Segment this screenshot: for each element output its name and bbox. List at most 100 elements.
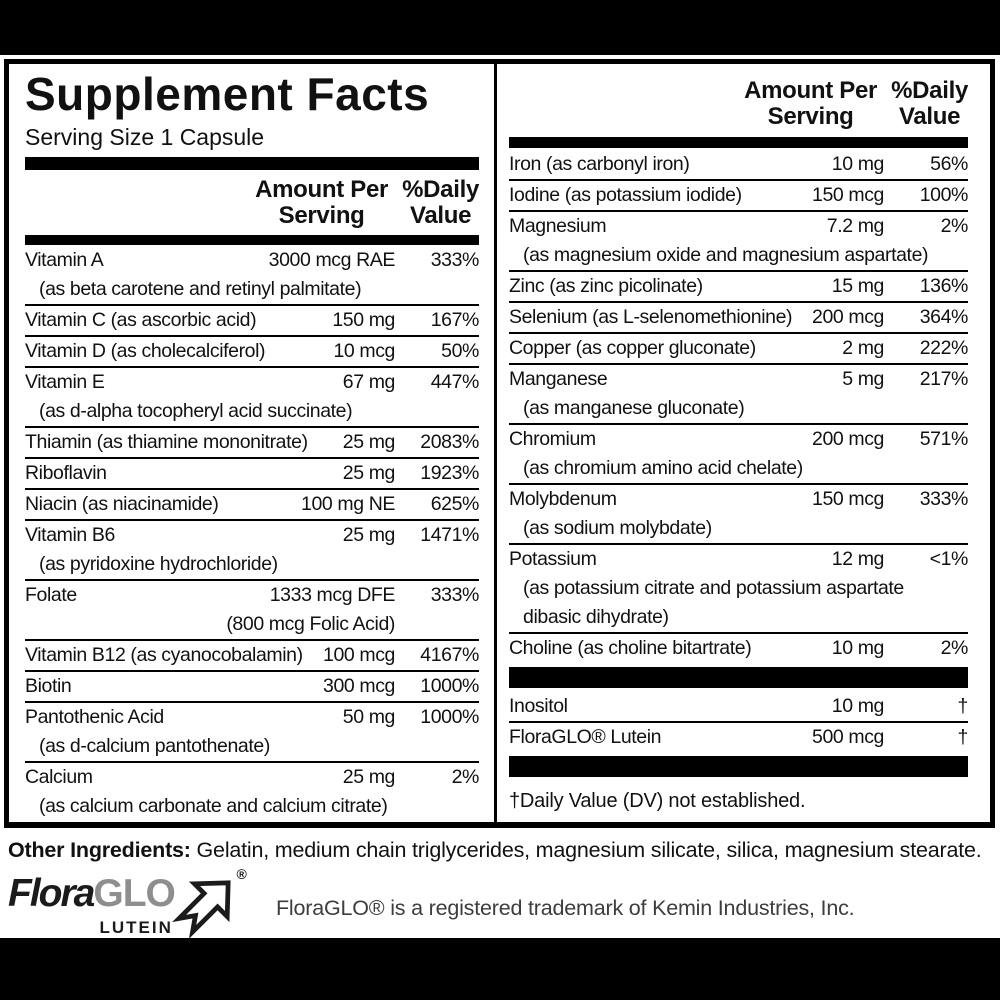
supplement-facts-panel: Supplement Facts Serving Size 1 Capsule … (4, 59, 995, 828)
nutrient-amount: 10 mcg (333, 340, 395, 362)
nutrient-amount: 200 mcg (812, 428, 884, 450)
nutrient-source-note: (as d-alpha tocopheryl acid succinate) (39, 400, 353, 422)
nutrient-row-line: Vitamin B12 (as cyanocobalamin) 100 mcg 41… (25, 641, 479, 670)
logo-glo-text: GLO (93, 872, 175, 915)
right-column: Amount Per Serving %Daily Value Iron (as… (497, 64, 982, 822)
arrow-icon-svg (171, 880, 231, 938)
nutrient-name: Manganese (509, 368, 608, 390)
nutrient-row-line: Magnesium 7.2 mg 2% (509, 212, 968, 241)
nutrient-row: Vitamin B12 (as cyanocobalamin) 100 mcg 41… (25, 639, 479, 670)
nutrient-source-note: (as calcium carbonate and calcium citrat… (39, 795, 388, 817)
nutrient-daily-value: 1923% (420, 462, 479, 484)
nutrient-amount: 15 mg (831, 275, 885, 297)
nutrient-daily-value: 571% (919, 428, 969, 450)
nutrient-row-line: Biotin 300 mcg 1000% (25, 672, 479, 701)
floraglo-logo: FloraGLO LUTEIN ® (8, 866, 249, 938)
nutrient-row-line: Vitamin A 3000 mcg RAE 333% (25, 246, 479, 275)
nutrient-row-line: Inositol 10 mg † (509, 692, 968, 721)
nutrient-source-note: (as potassium citrate and potassium aspa… (523, 577, 904, 599)
column-headers: Amount Per Serving %Daily Value (25, 173, 479, 234)
divider-bar (25, 235, 479, 245)
nutrient-source-note: (as sodium molybdate) (523, 517, 712, 539)
serving-size-text: Serving Size 1 Capsule (25, 124, 265, 150)
nutrient-daily-value: 2% (940, 215, 969, 237)
nutrient-row-line: Molybdenum 150 mcg 333% (509, 485, 968, 514)
nutrient-name: Biotin (25, 675, 72, 697)
nutrient-amount: 25 mg (342, 431, 396, 453)
nutrient-row-line: Zinc (as zinc picolinate) 15 mg 136% (509, 272, 968, 301)
nutrient-daily-value: 333% (430, 584, 480, 606)
nutrient-row-line: Manganese 5 mg 217% (509, 365, 968, 394)
nutrient-name: Magnesium (509, 215, 607, 237)
nutrient-row-line: Iodine (as potassium iodide) 150 mcg 100% (509, 181, 968, 210)
header-line: Amount Per (744, 77, 878, 104)
nutrient-name: Choline (as choline bitartrate) (509, 637, 752, 659)
nutrient-row: Calcium 25 mg 2% (as calcium carbonate and … (25, 761, 479, 821)
nutrient-amount: 10 mg (831, 153, 885, 175)
nutrient-daily-value: 1000% (420, 706, 479, 728)
nutrient-name: Vitamin E (25, 371, 105, 393)
nutrient-name: Selenium (as L-selenomethionine) (509, 306, 793, 328)
nutrient-row: FloraGLO® Lutein 500 mcg † (509, 721, 968, 752)
nutrient-name: Iodine (as potassium iodide) (509, 184, 742, 206)
nutrient-row: Folate 1333 mcg DFE 333% (800 mcg Folic Aci… (25, 579, 479, 639)
nutrient-row: Vitamin A 3000 mcg RAE 333% (as beta carote… (25, 246, 479, 304)
nutrient-source-note: (as chromium amino acid chelate) (523, 457, 803, 479)
nutrient-row: Vitamin E 67 mg 447% (as d-alpha tocopheryl… (25, 366, 479, 426)
panel-title: Supplement Facts (25, 68, 430, 120)
nutrient-amount: 200 mcg (812, 306, 884, 328)
nutrient-daily-value: 2% (940, 637, 969, 659)
nutrient-daily-value: 100% (919, 184, 969, 206)
floraglo-wordmark-main: FloraGLO (8, 872, 176, 922)
other-ingredients-text: Gelatin, medium chain triglycerides, mag… (190, 838, 982, 862)
nutrient-name: Vitamin A (25, 249, 104, 271)
nutrient-row: Copper (as copper gluconate) 2 mg 222% (509, 332, 968, 363)
nutrient-amount: 100 mcg (323, 644, 395, 666)
nutrient-row-line: Riboflavin 25 mg 1923% (25, 459, 479, 488)
nutrient-row-line: Vitamin C (as ascorbic acid) 150 mg 167% (25, 306, 479, 335)
logo-flora-text: Flora (8, 872, 95, 915)
nutrient-amount: 500 mcg (812, 726, 884, 748)
nutrient-amount: 150 mcg (812, 184, 884, 206)
header-line: Value (898, 103, 961, 130)
nutrient-daily-value: 447% (430, 371, 480, 393)
top-black-band (0, 0, 1000, 55)
nutrient-row: Niacin (as niacinamide) 100 mg NE 625% (25, 488, 479, 519)
nutrient-amount: 12 mg (831, 548, 885, 570)
nutrient-row-line: Copper (as copper gluconate) 2 mg 222% (509, 334, 968, 363)
nutrient-row-line: Calcium 25 mg 2% (25, 763, 479, 792)
nutrient-daily-value: † (957, 695, 969, 717)
nutrient-name: Folate (25, 584, 77, 606)
nutrient-daily-value: 136% (919, 275, 969, 297)
nutrient-name: Potassium (509, 548, 597, 570)
daily-value-header: %Daily Value (891, 78, 968, 130)
nutrient-amount: 3000 mcg RAE (268, 249, 396, 271)
daily-value-footnote: †Daily Value (DV) not established. (509, 790, 806, 812)
nutrient-row: Vitamin D (as cholecalciferol) 10 mcg 50% (25, 335, 479, 366)
nutrient-row: Iodine (as potassium iodide) 150 mcg 100% (509, 179, 968, 210)
arrow-icon: ® (165, 866, 249, 938)
nutrient-row-line: Vitamin B6 25 mg 1471% (25, 521, 479, 550)
nutrient-daily-value: 2% (451, 766, 480, 788)
nutrient-name: Vitamin B12 (as cyanocobalamin) (25, 644, 303, 666)
nutrient-row: Zinc (as zinc picolinate) 15 mg 136% (509, 270, 968, 301)
nutrient-row: Pantothenic Acid 50 mg 1000% (as d-calcium … (25, 701, 479, 761)
nutrient-amount: 300 mcg (323, 675, 395, 697)
nutrient-amount: 10 mg (831, 637, 885, 659)
nutrient-daily-value: 4167% (420, 644, 479, 666)
left-column: Supplement Facts Serving Size 1 Capsule … (9, 64, 497, 822)
nutrient-amount: 50 mg (342, 706, 396, 728)
nutrient-row: Manganese 5 mg 217% (as manganese gluconate… (509, 363, 968, 423)
nutrient-name: Chromium (509, 428, 596, 450)
amount-per-serving-header: Amount Per Serving (744, 78, 877, 130)
nutrient-daily-value: 167% (430, 309, 480, 331)
nutrient-name: Inositol (509, 695, 568, 717)
column-headers: Amount Per Serving %Daily Value (509, 74, 968, 135)
nutrient-name: Molybdenum (509, 488, 617, 510)
nutrient-row: Chromium 200 mcg 571% (as chromium amino ac… (509, 423, 968, 483)
trademark-note: FloraGLO® is a registered trademark of K… (276, 896, 855, 920)
registered-mark: ® (236, 866, 247, 882)
nutrient-row-line: Pantothenic Acid 50 mg 1000% (25, 703, 479, 732)
nutrient-daily-value: 625% (430, 493, 480, 515)
